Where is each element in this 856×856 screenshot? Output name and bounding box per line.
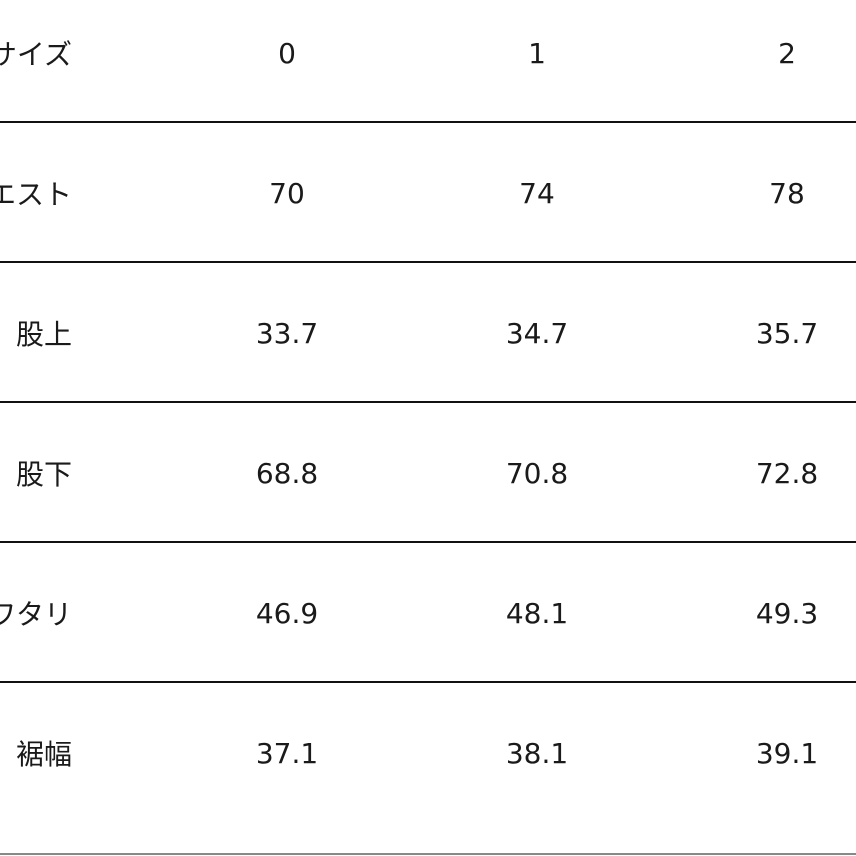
header-row: サイズ 0 1 2 — [0, 0, 856, 123]
table-cell: 70 — [269, 176, 305, 210]
table-row: 股上 33.7 34.7 35.7 — [0, 263, 856, 403]
table-cell: 74 — [519, 176, 555, 210]
table-cell: 35.7 — [755, 316, 819, 350]
row-divider — [0, 541, 856, 543]
table-row: ウエスト 70 74 78 — [0, 123, 856, 263]
row-divider — [0, 681, 856, 683]
row-divider — [0, 401, 856, 403]
table-cell: 37.1 — [255, 736, 319, 770]
row-label: ワタリ — [0, 598, 72, 631]
table-row: 裾幅 37.1 38.1 39.1 — [0, 683, 856, 823]
row-label: 股上 — [15, 318, 72, 351]
column-header: 2 — [778, 36, 796, 70]
table-bottom-border — [0, 853, 856, 855]
column-header: 1 — [528, 36, 546, 70]
table-cell: 78 — [769, 176, 805, 210]
table-cell: 49.3 — [755, 596, 819, 630]
table-row: ワタリ 46.9 48.1 49.3 — [0, 543, 856, 683]
table-cell: 38.1 — [505, 736, 569, 770]
row-label: ウエスト — [0, 178, 72, 211]
table-cell: 70.8 — [505, 456, 569, 490]
table-cell: 34.7 — [505, 316, 569, 350]
table-cell: 48.1 — [505, 596, 569, 630]
row-label: 裾幅 — [15, 738, 72, 771]
row-label: 股下 — [15, 458, 72, 491]
row-divider — [0, 121, 856, 123]
table-cell: 68.8 — [255, 456, 319, 490]
table-row: 股下 68.8 70.8 72.8 — [0, 403, 856, 543]
row-divider — [0, 261, 856, 263]
table-cell: 72.8 — [755, 456, 819, 490]
column-header: 0 — [278, 36, 296, 70]
table-cell: 33.7 — [255, 316, 319, 350]
table-cell: 46.9 — [255, 596, 319, 630]
table-cell: 39.1 — [755, 736, 819, 770]
row-label: サイズ — [0, 38, 72, 71]
